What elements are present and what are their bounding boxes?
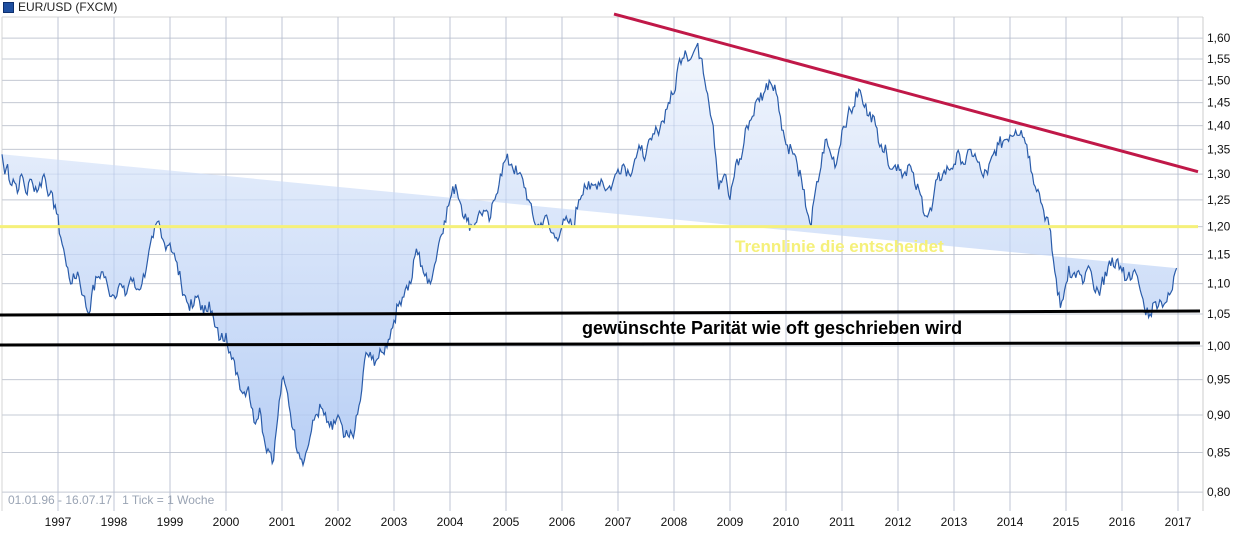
x-tick-label: 2003 <box>381 515 408 529</box>
x-tick-label: 2013 <box>941 515 968 529</box>
price-area <box>2 43 1177 466</box>
x-tick-label: 2010 <box>773 515 800 529</box>
y-tick-label: 1,50 <box>1207 73 1231 87</box>
x-tick-label: 2004 <box>437 515 464 529</box>
y-tick-label: 1,55 <box>1207 52 1231 66</box>
chart-legend: EUR/USD (FXCM) <box>3 0 117 14</box>
x-tick-label: 2006 <box>549 515 576 529</box>
y-tick-label: 0,90 <box>1207 408 1231 422</box>
red-trendline <box>613 12 1199 174</box>
x-tick-label: 2009 <box>717 515 744 529</box>
x-tick-label: 2015 <box>1053 515 1080 529</box>
x-tick-label: 2012 <box>885 515 912 529</box>
black-line-105 <box>0 309 1201 317</box>
y-tick-label: 1,15 <box>1207 247 1231 261</box>
y-tick-label: 1,30 <box>1207 167 1231 181</box>
y-axis: 1,60 1,55 1,50 1,45 1,40 1,35 1,30 1,25 1,20 1,15… <box>1202 17 1231 511</box>
y-tick-label: 1,40 <box>1207 119 1231 133</box>
x-tick-label: 2000 <box>213 515 240 529</box>
x-tick-label: 2008 <box>661 515 688 529</box>
date-range-note: 01.01.96 - 16.07.17 1 Tick = 1 Woche <box>8 493 215 507</box>
x-tick-label: 1997 <box>45 515 72 529</box>
x-tick-label: 2011 <box>829 515 855 529</box>
annotation-parity: gewünschte Parität wie oft geschrieben w… <box>582 318 962 338</box>
x-tick-label: 2017 <box>1165 515 1192 529</box>
y-tick-label: 1,25 <box>1207 193 1231 207</box>
grid-lines-overlay <box>2 17 1203 511</box>
x-tick-label: 2005 <box>493 515 520 529</box>
x-tick-label: 2002 <box>325 515 352 529</box>
y-tick-label: 1,60 <box>1207 31 1231 45</box>
x-axis: 1997 1998 1999 2000 2001 2002 2003 2004 2005 2006… <box>45 515 1192 529</box>
x-tick-label: 2007 <box>605 515 632 529</box>
legend-swatch <box>3 1 14 13</box>
x-tick-label: 2014 <box>997 515 1024 529</box>
annotation-yellow: Trennlinie die entscheidet <box>735 237 944 256</box>
y-tick-label: 0,95 <box>1207 373 1231 387</box>
legend-label: EUR/USD (FXCM) <box>18 0 118 14</box>
y-tick-label: 1,35 <box>1207 142 1231 156</box>
x-tick-label: 1999 <box>157 515 184 529</box>
y-tick-label: 1,05 <box>1207 307 1231 321</box>
y-tick-label: 1,00 <box>1207 339 1231 353</box>
y-tick-label: 0,85 <box>1207 445 1231 459</box>
x-tick-label: 2016 <box>1109 515 1136 529</box>
price-line <box>1 42 1178 468</box>
y-tick-label: 1,10 <box>1207 277 1231 291</box>
x-tick-label: 2001 <box>269 515 296 529</box>
x-tick-label: 1998 <box>101 515 128 529</box>
y-tick-label: 0,80 <box>1207 485 1231 499</box>
black-line-parity <box>0 341 1201 347</box>
y-tick-label: 1,45 <box>1207 96 1231 110</box>
y-tick-label: 1,20 <box>1207 220 1231 234</box>
